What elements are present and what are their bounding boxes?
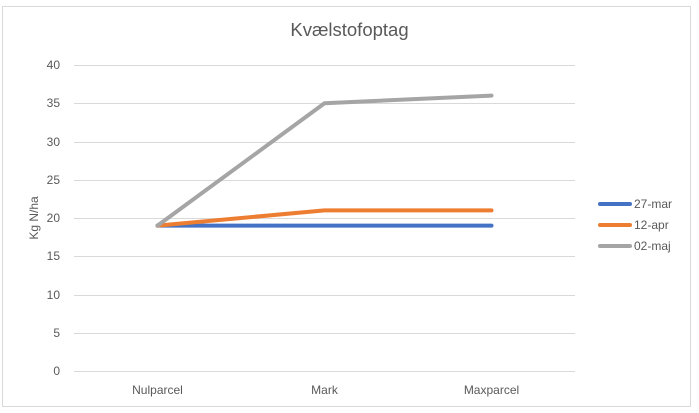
legend-label: 02-maj	[634, 238, 671, 253]
legend: 27-mar 12-apr 02-maj	[598, 193, 672, 256]
y-tick-label: 5	[53, 325, 60, 340]
y-tick-label: 0	[53, 364, 60, 378]
legend-label: 12-apr	[634, 217, 669, 232]
x-tick-label: Nulparcel	[132, 383, 183, 397]
legend-swatch-icon	[598, 222, 632, 227]
x-tick-label: Maxparcel	[463, 383, 520, 397]
legend-label: 27-mar	[634, 196, 673, 211]
legend-item: 12-apr	[598, 214, 672, 235]
legend-item: 27-mar	[598, 193, 672, 214]
series-line-12-apr	[155, 208, 494, 228]
y-tick-label: 30	[46, 134, 60, 149]
y-tick-label: 15	[46, 249, 60, 264]
chart-frame	[2, 6, 691, 407]
x-tick-label: Mark	[311, 383, 338, 397]
legend-swatch-icon	[598, 201, 632, 206]
y-tick-label: 20	[46, 211, 60, 225]
y-tick-label: 25	[46, 172, 60, 187]
legend-item: 02-maj	[598, 235, 672, 256]
legend-swatch-icon	[598, 243, 632, 248]
series-lines	[155, 93, 494, 228]
y-tick-label: 10	[46, 287, 60, 302]
y-tick-label: 40	[46, 58, 60, 72]
y-tick-label: 35	[46, 96, 60, 111]
chart-title: Kvælstofoptag	[290, 19, 409, 40]
series-line-02-maj	[155, 93, 494, 228]
gridlines	[74, 65, 575, 372]
